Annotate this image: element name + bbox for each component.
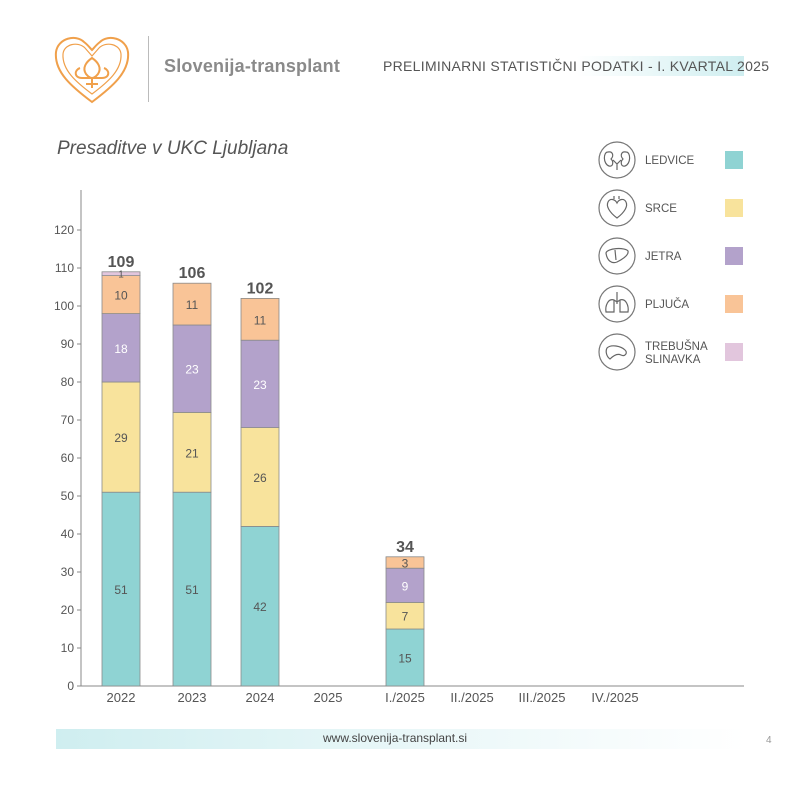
data-label: 51 [185, 583, 199, 597]
data-label: 21 [185, 446, 199, 460]
pancreas-icon [605, 345, 627, 360]
x-tick-label: 2023 [178, 690, 207, 705]
bar-segment-srce [101, 381, 141, 493]
bar-segment-ledvice [101, 491, 141, 687]
bar-segment-trebusna [101, 271, 141, 276]
brand-name: Slovenija-transplant [164, 56, 341, 76]
x-tick-label: I./2025 [385, 690, 425, 705]
bar-segment-ledvice [172, 491, 212, 687]
bar-segment-srce [385, 602, 425, 630]
data-label: 26 [253, 471, 267, 485]
legend-label: SRCE [645, 203, 677, 215]
x-tick-label: 2025 [314, 690, 343, 705]
x-tick-label: 2022 [107, 690, 136, 705]
header-title: PRELIMINARNI STATISTIČNI PODATKI - I. KV… [383, 58, 770, 74]
legend-label: TREBUŠNA [645, 340, 708, 353]
data-label: 11 [186, 298, 199, 312]
legend-swatch-jetra [725, 247, 743, 265]
header-divider [148, 36, 149, 102]
legend-swatch-pljuca [725, 295, 743, 313]
x-tick-label: II./2025 [450, 690, 493, 705]
y-tick-label: 70 [61, 413, 75, 427]
x-tick-label: IV./2025 [591, 690, 638, 705]
data-label: 3 [402, 557, 409, 571]
bar-segment-jetra [172, 324, 212, 413]
y-tick-label: 90 [61, 337, 75, 351]
slovenija-transplant-logo-icon [54, 36, 130, 104]
x-tick-label: 2024 [246, 690, 275, 705]
y-tick-label: 100 [54, 299, 74, 313]
bar-segment-jetra [385, 567, 425, 603]
page-number: 4 [766, 735, 772, 746]
bar-segment-pljuca [240, 297, 280, 341]
header-title-band [372, 56, 744, 76]
total-label: 109 [108, 254, 135, 271]
heart-icon-circle [598, 189, 636, 227]
y-tick-label: 120 [54, 223, 74, 237]
bar-segment-pljuca [172, 282, 212, 326]
legend-label: LEDVICE [645, 155, 695, 167]
y-tick-label: 20 [61, 603, 75, 617]
data-label: 11 [254, 313, 267, 327]
legend-label: JETRA [645, 251, 682, 263]
data-label: 15 [398, 652, 412, 666]
chart-title: Presaditve v UKC Ljubljana [57, 138, 289, 159]
kidneys-icon [603, 151, 631, 170]
data-label: 10 [114, 289, 128, 303]
legend-swatch-srce [725, 199, 743, 217]
bar-segment-jetra [101, 313, 141, 383]
pancreas-icon-circle [598, 333, 636, 371]
bar-segment-srce [172, 411, 212, 493]
data-label: 29 [114, 431, 128, 445]
y-tick-label: 10 [61, 641, 75, 655]
y-tick-label: 0 [67, 679, 74, 693]
legend-label: SLINAVKA [645, 354, 701, 366]
heart-icon [606, 196, 628, 219]
data-label: 23 [185, 363, 199, 377]
data-label: 23 [253, 378, 267, 392]
liver-icon-circle [598, 237, 636, 275]
kidneys-icon-circle [598, 141, 636, 179]
y-tick-label: 50 [61, 489, 75, 503]
legend-swatch-trebusna [725, 343, 743, 361]
liver-icon [605, 247, 629, 264]
legend-label: PLJUČA [645, 298, 689, 311]
y-tick-label: 40 [61, 527, 75, 541]
legend-swatch-ledvice [725, 151, 743, 169]
footer-band [56, 729, 746, 749]
y-tick-label: 110 [55, 261, 74, 275]
footer-url[interactable]: www.slovenija-transplant.si [323, 731, 468, 745]
y-tick-label: 60 [61, 451, 75, 465]
y-tick-label: 30 [61, 565, 75, 579]
data-label: 7 [402, 610, 409, 624]
lungs-icon [605, 292, 629, 313]
data-label: 51 [114, 583, 128, 597]
total-label: 102 [247, 280, 274, 297]
x-tick-label: III./2025 [519, 690, 566, 705]
total-label: 106 [179, 265, 206, 282]
data-label: 9 [402, 579, 409, 593]
data-label: 42 [253, 600, 267, 614]
data-label: 1 [118, 270, 124, 281]
bar-segment-pljuca [385, 556, 425, 569]
data-label: 18 [114, 342, 128, 356]
total-label: 34 [396, 539, 414, 556]
y-tick-label: 80 [61, 375, 75, 389]
bar-segment-ledvice [385, 628, 425, 687]
